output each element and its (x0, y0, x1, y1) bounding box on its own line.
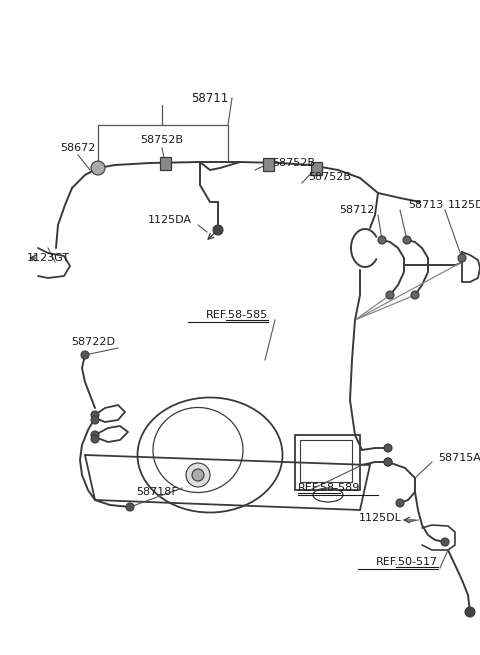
Circle shape (441, 538, 449, 546)
Bar (295, 435, 360, 490)
Circle shape (91, 416, 99, 424)
Circle shape (458, 254, 466, 262)
Bar (311, 162, 322, 174)
Text: REF.50-517: REF.50-517 (376, 557, 438, 567)
Text: 1125DB: 1125DB (448, 200, 480, 210)
Text: 58715A: 58715A (438, 453, 480, 463)
Text: 58752B: 58752B (272, 158, 315, 168)
Text: 58711: 58711 (192, 92, 228, 105)
Text: 58712: 58712 (340, 205, 375, 215)
Circle shape (403, 236, 411, 244)
Text: 58722D: 58722D (71, 337, 115, 347)
Circle shape (465, 607, 475, 617)
Circle shape (81, 351, 89, 359)
Circle shape (378, 236, 386, 244)
Text: REF.58-585: REF.58-585 (206, 310, 268, 320)
Text: 1125DA: 1125DA (148, 215, 192, 225)
Circle shape (126, 503, 134, 511)
Circle shape (186, 463, 210, 487)
Circle shape (192, 469, 204, 481)
Circle shape (396, 499, 404, 507)
Circle shape (91, 431, 99, 439)
Text: REF.58-589: REF.58-589 (298, 483, 360, 493)
Text: 58718F: 58718F (136, 487, 178, 497)
Bar (263, 157, 274, 170)
Text: 58752B: 58752B (141, 135, 183, 145)
Bar (159, 157, 170, 170)
Circle shape (384, 458, 392, 466)
Circle shape (91, 161, 105, 175)
Circle shape (386, 291, 394, 299)
Circle shape (93, 163, 103, 173)
Text: 1123GT: 1123GT (26, 253, 70, 263)
Circle shape (384, 458, 392, 466)
Circle shape (213, 225, 223, 235)
Circle shape (384, 444, 392, 452)
Text: 58752B: 58752B (308, 172, 351, 182)
Bar (300, 440, 352, 482)
Circle shape (91, 435, 99, 443)
Text: 58713: 58713 (408, 200, 443, 210)
Circle shape (411, 291, 419, 299)
Text: 1125DL: 1125DL (359, 513, 402, 523)
Text: 58672: 58672 (60, 143, 96, 153)
Circle shape (91, 411, 99, 419)
